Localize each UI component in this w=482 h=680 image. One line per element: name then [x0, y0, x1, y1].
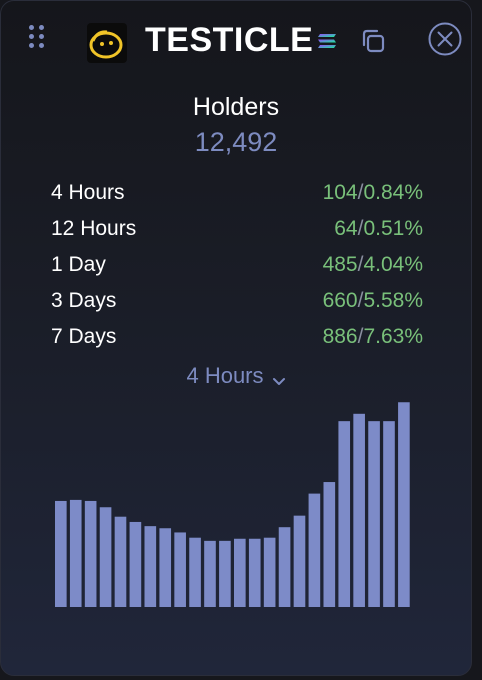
stat-count: 64	[334, 217, 358, 240]
stat-row-3d: 3 Days 660/5.58%	[51, 285, 423, 321]
stat-value: 485/4.04%	[323, 249, 423, 285]
stat-label: 7 Days	[51, 325, 117, 348]
holders-count: 12,492	[194, 127, 278, 157]
chart-bar	[234, 538, 246, 607]
stat-separator: /	[357, 217, 364, 240]
period-dropdown-value: 4 Hours	[186, 363, 264, 388]
chart-bar	[129, 521, 142, 607]
chart-bar	[219, 540, 231, 607]
stat-row-7d: 7 Days 886/7.63%	[51, 321, 423, 357]
stat-count: 886	[322, 325, 358, 348]
chart-bar	[144, 526, 157, 607]
stat-row-4h: 4 Hours 104/0.84%	[51, 177, 423, 213]
stat-count: 660	[322, 289, 358, 312]
chart-bar	[114, 516, 127, 607]
chart-bar	[353, 413, 365, 607]
stat-row-1d: 1 Day 485/4.04%	[51, 249, 423, 285]
holders-bar-chart	[55, 402, 410, 607]
chart-bar	[263, 537, 276, 607]
token-logo-icon	[87, 23, 127, 63]
chart-bar	[174, 532, 186, 607]
holders-panel: TESTICLE	[0, 0, 472, 676]
solana-icon	[317, 33, 337, 49]
stat-percent: 5.58%	[363, 289, 423, 312]
token-name: TESTICLE	[145, 21, 314, 59]
holders-title: Holders	[192, 93, 280, 121]
chevron-down-icon	[272, 368, 286, 386]
stat-value: 886/7.63%	[323, 321, 423, 357]
chart-bar	[55, 500, 67, 607]
chart-bar	[398, 402, 410, 607]
drag-handle-icon[interactable]	[29, 25, 45, 51]
chart-bar	[278, 527, 291, 607]
holder-change-list: 4 Hours 104/0.84% 12 Hours 64/0.51% 1 Da…	[51, 177, 423, 357]
chart-bar	[248, 538, 261, 607]
stat-percent: 0.51%	[363, 217, 423, 240]
chart-bar	[69, 499, 82, 607]
stat-separator: /	[357, 289, 364, 312]
chart-bar	[204, 540, 216, 607]
chart-bar	[84, 500, 97, 607]
stat-separator: /	[357, 253, 364, 276]
stat-count: 485	[322, 253, 358, 276]
chart-bar	[189, 537, 201, 607]
chart-bar	[323, 482, 336, 607]
stat-value: 64/0.51%	[334, 213, 423, 249]
chart-bar	[99, 507, 112, 607]
panel-header: TESTICLE	[1, 1, 471, 83]
stat-label: 3 Days	[51, 289, 117, 312]
stat-percent: 7.63%	[363, 325, 423, 348]
stat-row-12h: 12 Hours 64/0.51%	[51, 213, 423, 249]
chart-bar	[338, 421, 351, 607]
chart-bar	[368, 421, 380, 607]
stat-value: 104/0.84%	[323, 177, 423, 213]
stat-label: 1 Day	[51, 253, 106, 276]
stat-separator: /	[357, 181, 364, 204]
chart-bar	[383, 421, 395, 607]
stat-count: 104	[322, 181, 358, 204]
stat-percent: 0.84%	[363, 181, 423, 204]
close-icon[interactable]	[427, 21, 463, 57]
stat-separator: /	[357, 325, 364, 348]
chart-bar	[308, 493, 321, 607]
copy-icon[interactable]	[359, 27, 387, 55]
chart-bar	[159, 528, 172, 607]
period-dropdown[interactable]: 4 Hours	[1, 363, 471, 389]
stat-label: 12 Hours	[51, 217, 137, 240]
stat-value: 660/5.58%	[323, 285, 423, 321]
stat-label: 4 Hours	[51, 181, 125, 204]
chart-bar	[293, 515, 306, 607]
stat-percent: 4.04%	[363, 253, 423, 276]
